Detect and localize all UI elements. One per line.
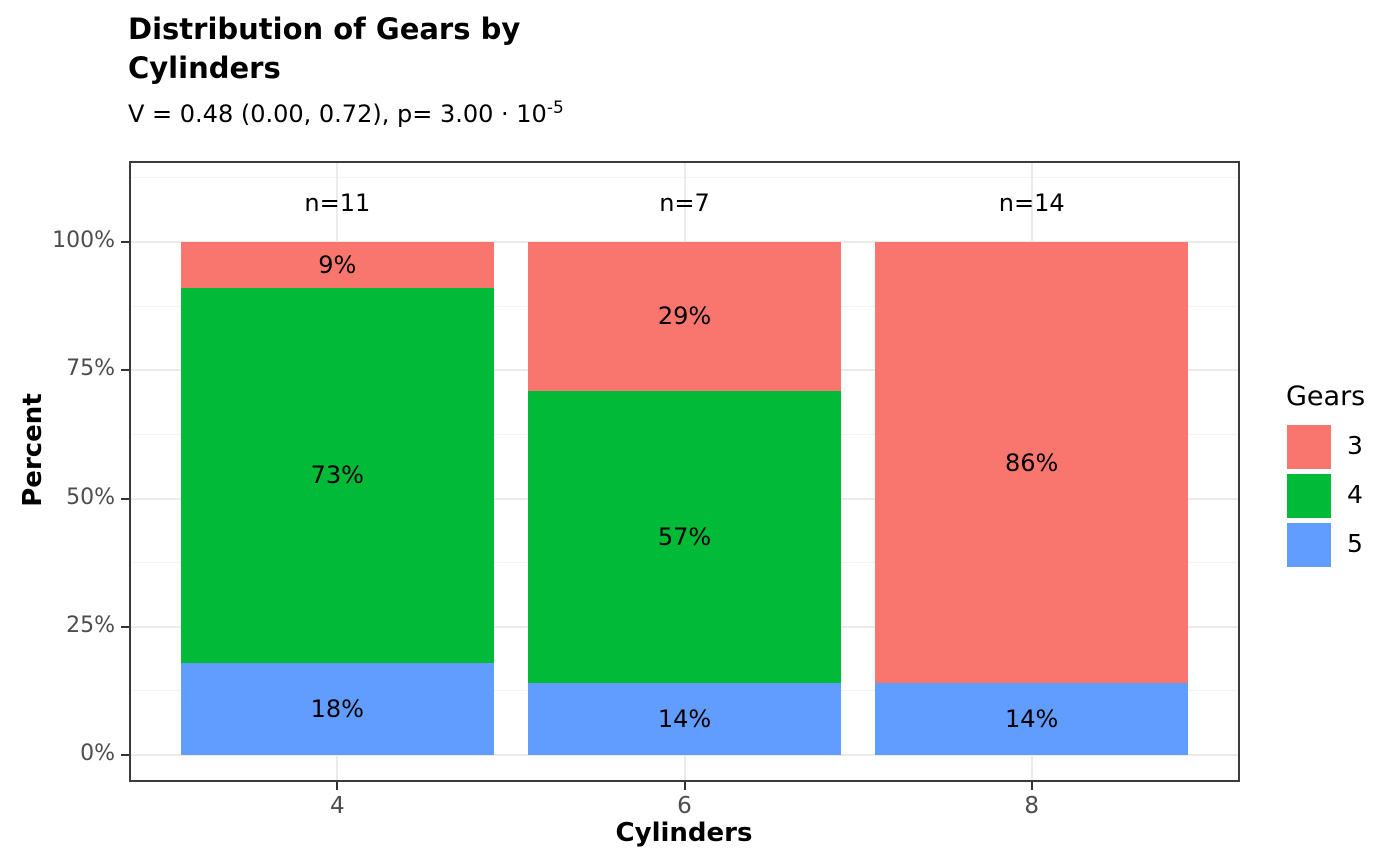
x-tick-label: 8 <box>1024 793 1039 819</box>
subtitle-statistic: V = 0.48 (0.00, 0.72), p= 3.00 · 10 <box>128 100 547 128</box>
bar-segment-label: 29% <box>657 302 712 331</box>
bar-segment-gears-5-cyl-8 <box>875 683 1188 755</box>
legend-entry-label: 5 <box>1347 529 1363 558</box>
y-tick-label: 50% <box>66 484 115 510</box>
legend-title: Gears <box>1286 381 1366 412</box>
legend-entry-label: 3 <box>1347 431 1363 460</box>
bar-segment-gears-5-cyl-4 <box>181 662 494 755</box>
y-tick-mark <box>121 754 129 757</box>
y-tick-label: 75% <box>66 356 115 382</box>
bar-segment-gears-4-cyl-4 <box>181 288 494 663</box>
y-tick-mark <box>121 241 129 244</box>
x-tick-label: 6 <box>677 793 692 819</box>
legend-swatch-gears-5 <box>1287 523 1331 567</box>
subtitle-exponent: -5 <box>546 98 564 118</box>
x-tick-mark <box>336 782 339 790</box>
bar-segment-gears-3-cyl-6 <box>528 242 841 391</box>
chart-subtitle: V = 0.48 (0.00, 0.72), p= 3.00 · 10-5 <box>128 98 564 128</box>
bar-segment-label: 73% <box>310 461 364 490</box>
y-tick-label: 25% <box>66 612 115 638</box>
bar-segment-label: 14% <box>1005 705 1059 734</box>
chart-title-line2: Cylinders <box>128 51 281 85</box>
bar-segment-gears-4-cyl-6 <box>528 390 841 684</box>
bar-count-label: n=11 <box>304 189 371 218</box>
y-tick-mark <box>121 369 129 372</box>
bar-segment-label: 9% <box>318 251 357 280</box>
legend-entry-label: 4 <box>1347 480 1363 509</box>
bar-segment-gears-5-cyl-6 <box>528 683 841 755</box>
legend-swatch-gears-4 <box>1287 474 1331 518</box>
y-tick-mark <box>121 497 129 500</box>
x-tick-mark <box>1030 782 1033 790</box>
bar-segment-gears-3-cyl-8 <box>875 242 1188 684</box>
x-axis-title: Cylinders <box>615 818 753 848</box>
x-tick-mark <box>683 782 686 790</box>
x-tick-label: 4 <box>329 793 345 819</box>
y-tick-label: 100% <box>52 228 115 254</box>
bar-count-label: n=14 <box>998 189 1065 218</box>
y-tick-label: 0% <box>80 741 115 767</box>
chart-title-line1: Distribution of Gears by <box>128 12 521 46</box>
bar-segment-label: 86% <box>1005 448 1059 477</box>
bar-segment-gears-3-cyl-4 <box>181 242 494 289</box>
bar-segment-label: 18% <box>310 694 364 723</box>
y-axis-title: Percent <box>18 393 48 507</box>
bar-segment-label: 14% <box>657 705 712 734</box>
bar-count-label: n=7 <box>659 189 710 218</box>
legend-swatch-gears-3 <box>1287 425 1331 469</box>
y-tick-mark <box>121 625 129 628</box>
bar-segment-label: 57% <box>657 523 712 551</box>
chart-title: Distribution of Gears by Cylinders <box>128 10 628 88</box>
